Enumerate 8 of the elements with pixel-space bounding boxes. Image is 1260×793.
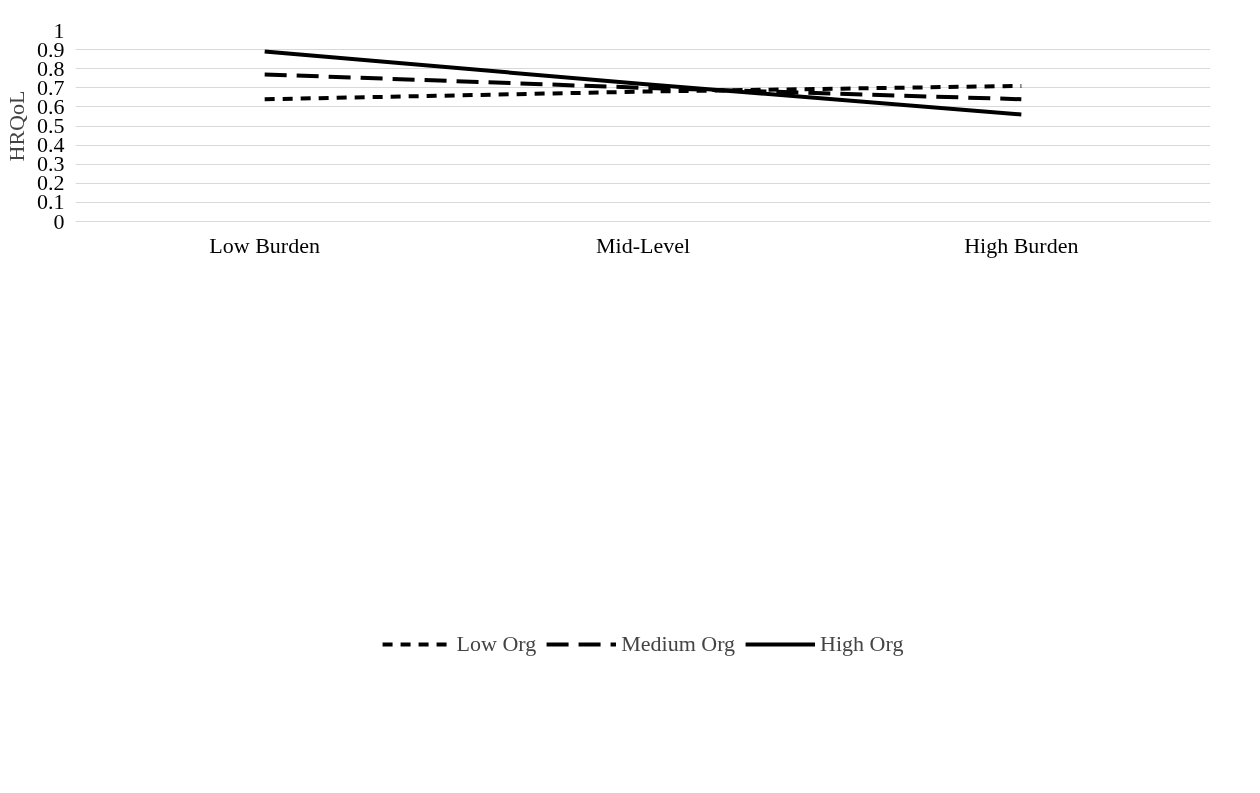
x-tick-label: High Burden bbox=[964, 232, 1079, 258]
y-tick-label: 1 bbox=[53, 17, 65, 43]
y-axis-title: HRQoL bbox=[4, 90, 29, 162]
legend-label: Low Org bbox=[456, 630, 537, 657]
x-tick-label: Low Burden bbox=[209, 232, 320, 258]
legend-label: Medium Org bbox=[621, 630, 736, 657]
x-tick-label: Mid-Level bbox=[595, 232, 691, 258]
legend-label: High Org bbox=[820, 630, 904, 657]
